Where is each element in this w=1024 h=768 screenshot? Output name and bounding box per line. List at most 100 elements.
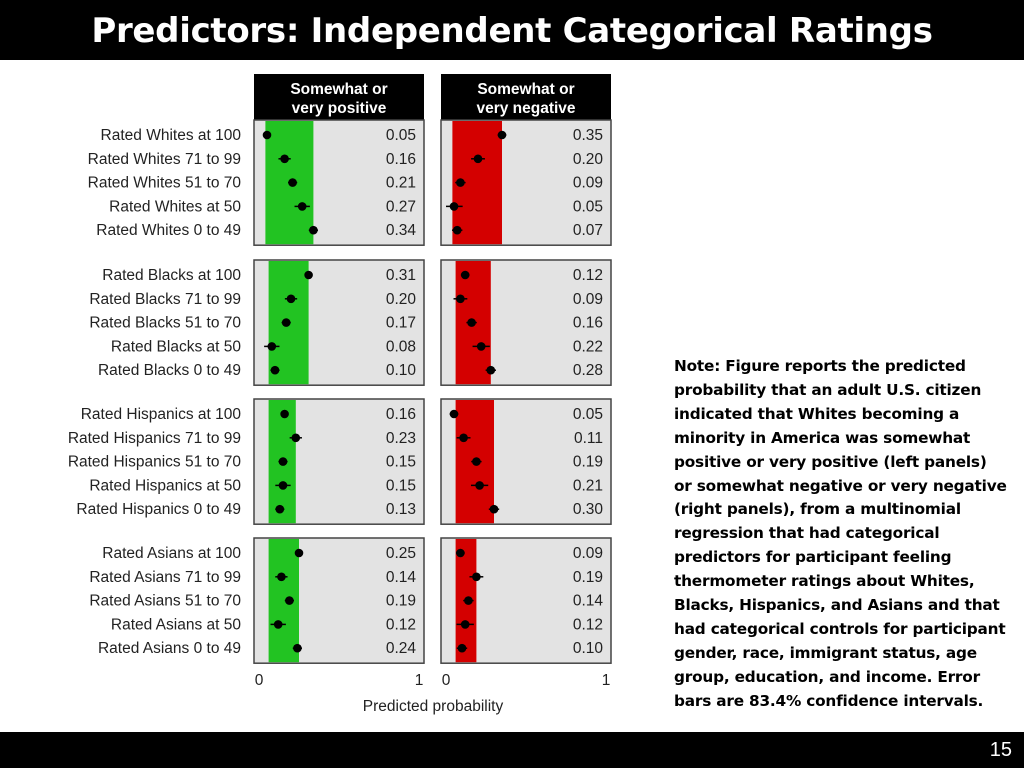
- row-label: Rated Asians 71 to 99: [89, 569, 241, 586]
- data-label: 0.24: [386, 640, 417, 657]
- title-bar: [0, 0, 1024, 60]
- data-label: 0.21: [386, 175, 416, 192]
- data-point: [270, 365, 280, 375]
- data-label: 0.34: [386, 222, 417, 239]
- data-label: 0.05: [573, 198, 603, 215]
- data-label: 0.31: [386, 267, 416, 284]
- data-point: [460, 270, 470, 280]
- data-label: 0.10: [386, 362, 417, 379]
- data-point: [476, 342, 486, 351]
- figure-note: Note: Figure reports the predicted proba…: [674, 357, 1007, 710]
- row-label: Rated Blacks at 100: [102, 267, 241, 284]
- x-tick-label: 1: [602, 672, 611, 689]
- data-point: [277, 572, 286, 582]
- panel-header-line2-pos: very positive: [292, 100, 387, 117]
- data-label: 0.19: [386, 593, 416, 610]
- data-label: 0.16: [573, 315, 603, 332]
- x-tick-label: 0: [442, 672, 451, 689]
- data-label: 0.27: [386, 198, 416, 215]
- data-label: 0.35: [573, 127, 603, 144]
- data-point: [456, 548, 465, 558]
- row-label: Rated Blacks 0 to 49: [98, 362, 241, 379]
- data-label: 0.09: [573, 291, 603, 308]
- data-point: [452, 225, 462, 235]
- row-label: Rated Blacks at 50: [111, 338, 241, 355]
- row-label: Rated Whites 0 to 49: [96, 222, 241, 239]
- row-label: Rated Hispanics 0 to 49: [76, 501, 241, 518]
- data-point: [457, 643, 467, 653]
- data-point: [280, 409, 289, 419]
- data-point: [475, 481, 484, 490]
- data-point: [467, 318, 476, 327]
- data-point: [497, 130, 507, 140]
- data-point: [294, 548, 304, 558]
- data-point: [473, 154, 483, 164]
- row-label: Rated Hispanics 51 to 70: [68, 454, 242, 471]
- data-label: 0.05: [573, 406, 603, 423]
- data-label: 0.09: [573, 545, 603, 562]
- data-point: [460, 620, 470, 629]
- row-label: Rated Asians 51 to 70: [89, 593, 241, 610]
- data-label: 0.19: [573, 569, 603, 586]
- data-label: 0.14: [573, 593, 604, 610]
- data-point: [464, 596, 473, 605]
- data-point: [489, 504, 499, 514]
- panel-header-neg: [441, 74, 611, 120]
- data-point: [288, 178, 297, 187]
- data-point: [449, 409, 459, 419]
- data-label: 0.25: [386, 545, 416, 562]
- panel-header-line1-pos: Somewhat or: [290, 81, 387, 98]
- data-label: 0.05: [386, 127, 416, 144]
- data-point: [273, 620, 283, 629]
- data-point: [449, 202, 459, 211]
- data-label: 0.12: [573, 616, 603, 633]
- data-point: [275, 504, 285, 514]
- slide-title: Predictors: Independent Categorical Rati…: [91, 11, 933, 51]
- data-label: 0.19: [573, 454, 603, 471]
- x-axis-label: Predicted probability: [363, 698, 504, 715]
- data-point: [262, 130, 272, 140]
- data-label: 0.20: [573, 151, 604, 168]
- data-point: [472, 457, 481, 466]
- data-point: [304, 270, 313, 280]
- data-label: 0.10: [573, 640, 604, 657]
- data-label: 0.09: [573, 175, 603, 192]
- data-label: 0.11: [574, 430, 603, 447]
- panel-header-pos: [254, 74, 424, 120]
- data-label: 0.20: [386, 291, 417, 308]
- row-label: Rated Whites at 100: [101, 127, 242, 144]
- data-label: 0.28: [573, 362, 603, 379]
- footer-bar: [0, 732, 1024, 768]
- page-number: 15: [989, 739, 1012, 761]
- data-point: [456, 178, 465, 187]
- row-label: Rated Blacks 51 to 70: [89, 315, 241, 332]
- data-point: [285, 596, 294, 605]
- x-tick-label: 1: [415, 672, 424, 689]
- data-label: 0.16: [386, 151, 416, 168]
- data-label: 0.08: [386, 338, 416, 355]
- data-label: 0.16: [386, 406, 416, 423]
- data-label: 0.07: [573, 222, 603, 239]
- data-point: [309, 225, 318, 235]
- data-label: 0.21: [573, 477, 603, 494]
- data-point: [293, 643, 302, 653]
- data-point: [286, 294, 296, 304]
- data-label: 0.13: [386, 501, 416, 518]
- data-point: [278, 457, 288, 466]
- data-point: [267, 342, 277, 351]
- panel-header-line1-neg: Somewhat or: [477, 81, 574, 98]
- data-label: 0.22: [573, 338, 603, 355]
- row-label: Rated Hispanics 71 to 99: [68, 430, 241, 447]
- data-point: [281, 318, 291, 327]
- panel-header-line2-neg: very negative: [476, 100, 575, 117]
- row-label: Rated Hispanics at 50: [89, 477, 241, 494]
- data-label: 0.30: [573, 501, 604, 518]
- data-label: 0.23: [386, 430, 416, 447]
- row-label: Rated Asians at 100: [102, 545, 241, 562]
- row-label: Rated Asians 0 to 49: [98, 640, 241, 657]
- row-label: Rated Whites at 50: [109, 198, 241, 215]
- x-tick-label: 0: [255, 672, 264, 689]
- range-band-pos-3: [268, 539, 299, 663]
- row-label: Rated Whites 51 to 70: [88, 175, 242, 192]
- data-label: 0.12: [386, 616, 416, 633]
